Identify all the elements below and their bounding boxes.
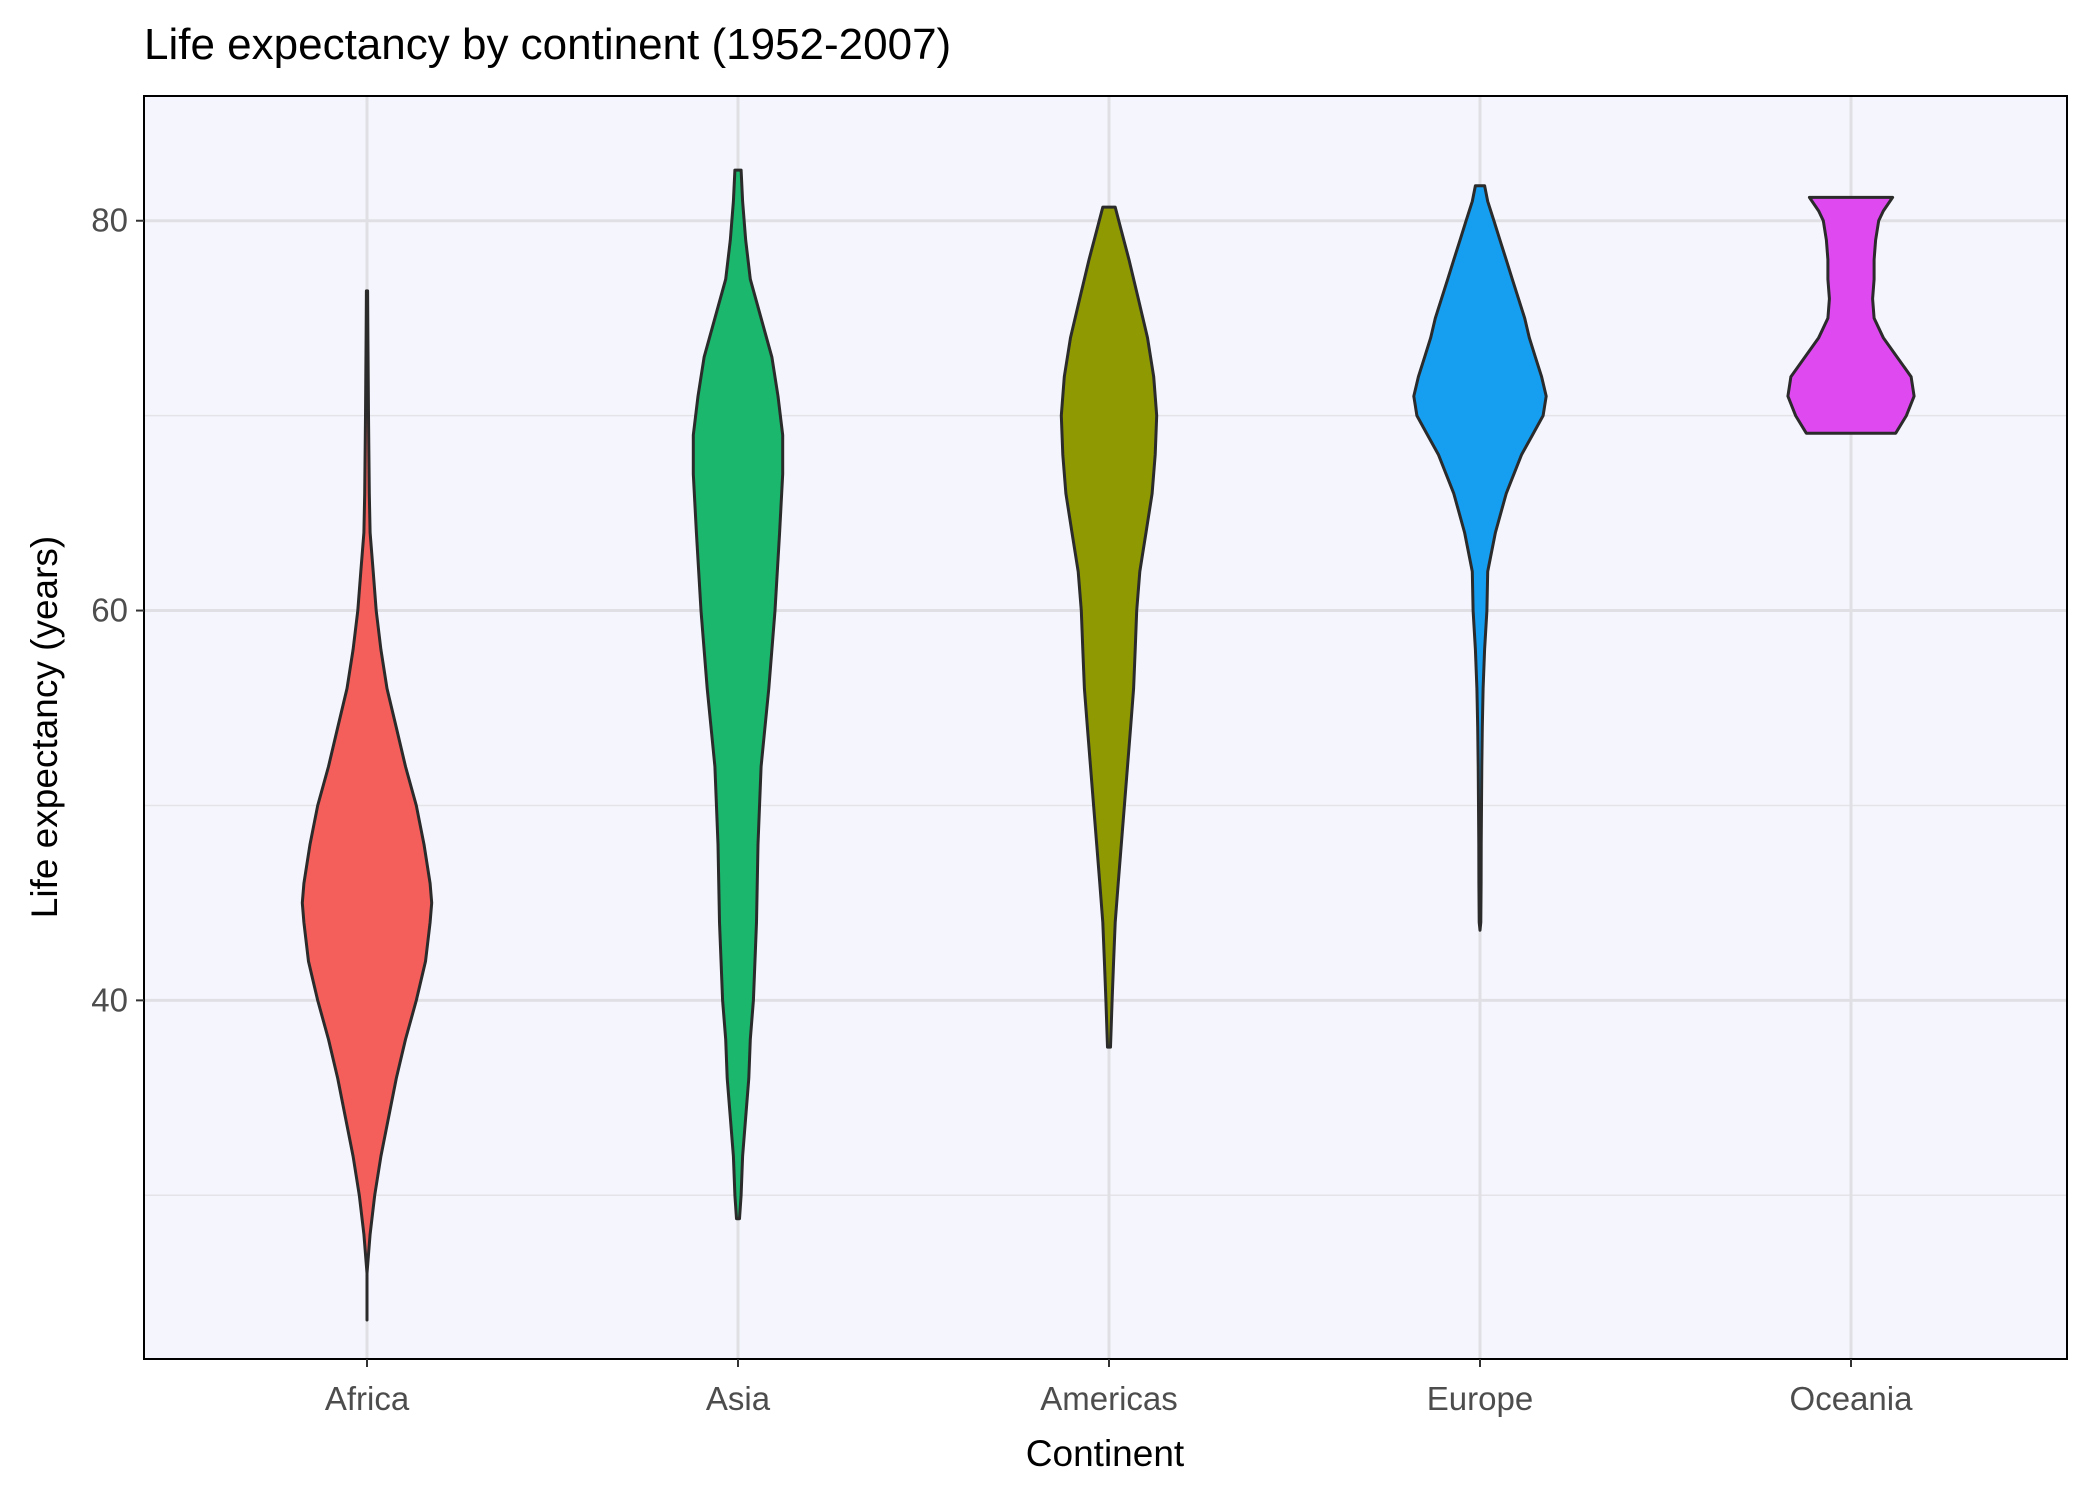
y-axis-title: Life expectancy (years): [24, 536, 65, 919]
violins: [300, 168, 1916, 1322]
x-tick-label: Africa: [325, 1380, 410, 1417]
violin-oceania: [1786, 195, 1916, 435]
x-axis-ticks: Africa Asia Americas Europe Oceania: [325, 1359, 1913, 1417]
y-tick-label: 60: [91, 592, 128, 629]
violin-europe: [1412, 184, 1548, 932]
x-tick-label: Europe: [1427, 1380, 1533, 1417]
violin-asia: [691, 168, 785, 1221]
y-tick-label: 80: [91, 202, 128, 239]
plot-border: [143, 95, 2068, 1360]
violin-africa: [300, 289, 434, 1322]
y-axis-ticks: 40 60 80: [91, 202, 144, 1018]
y-tick-label: 40: [91, 981, 128, 1018]
x-axis-title: Continent: [1026, 1433, 1185, 1474]
x-tick-label: Oceania: [1790, 1380, 1914, 1417]
chart-title: Life expectancy by continent (1952-2007): [144, 20, 951, 69]
x-tick-label: Asia: [706, 1380, 771, 1417]
x-tick-label: Americas: [1040, 1380, 1178, 1417]
violin-americas: [1059, 205, 1159, 1049]
